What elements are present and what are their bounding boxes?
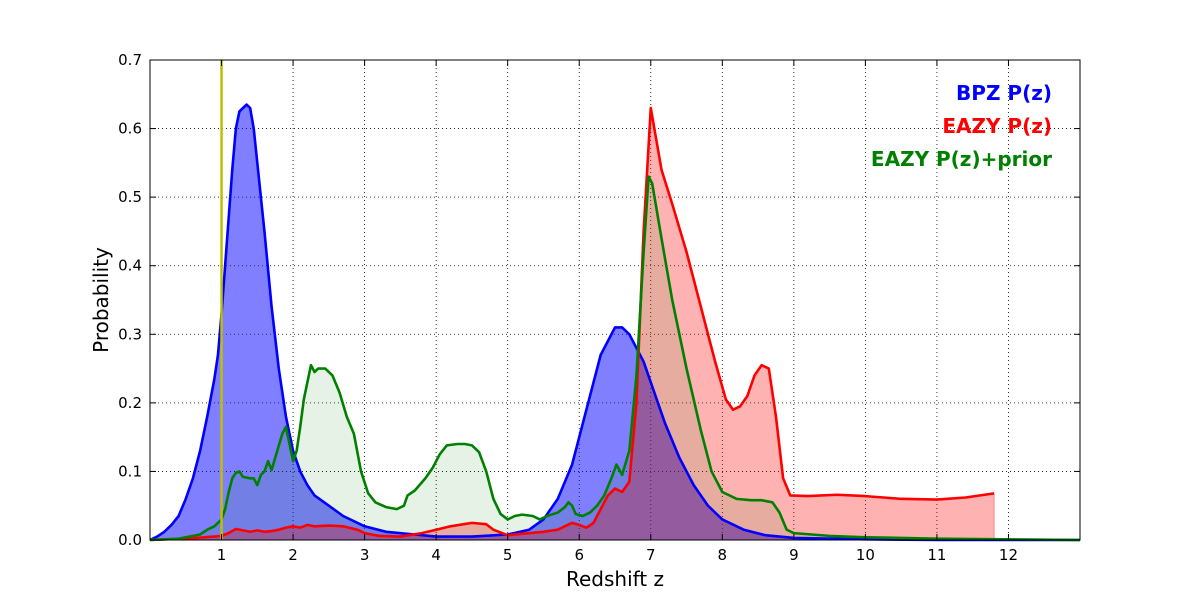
y-tick-label: 0.6 — [118, 120, 142, 138]
y-axis-title: Probability — [89, 247, 113, 353]
plot-frame — [149, 59, 1081, 541]
series-fill-2 — [150, 176, 1080, 540]
legend-entry: EAZY P(z) — [942, 114, 1052, 138]
y-tick-label: 0.5 — [118, 188, 142, 206]
series-fills — [150, 104, 1080, 540]
series-lines — [149, 103, 1081, 542]
legend-entry: BPZ P(z) — [956, 81, 1052, 105]
x-tick-label: 9 — [789, 546, 799, 564]
x-tick-label: 12 — [999, 546, 1018, 564]
series-fill-0 — [150, 104, 1080, 540]
x-tick-label: 6 — [574, 546, 584, 564]
series-line-bpz-p-z — [149, 103, 1080, 542]
x-tick-label: 8 — [718, 546, 728, 564]
x-tick-label: 11 — [927, 546, 946, 564]
x-tick-label: 2 — [288, 546, 298, 564]
x-axis-title: Redshift z — [566, 567, 664, 591]
y-tick-label: 0.0 — [118, 531, 142, 549]
y-tick-label: 0.1 — [118, 462, 142, 480]
x-tick-label: 4 — [431, 546, 441, 564]
axis-ticks: 1 2 3 4 5 6 7 8 9 10 11 120.00.10.20.30.40.50.60.7 — [118, 51, 1080, 564]
x-tick-label: 3 — [360, 546, 370, 564]
x-tick-label: 7 — [646, 546, 656, 564]
x-tick-label: 1 — [217, 546, 227, 564]
y-tick-label: 0.3 — [118, 325, 142, 343]
y-tick-label: 0.2 — [118, 394, 142, 412]
x-tick-label: 10 — [856, 546, 875, 564]
legend: BPZ P(z) EAZY P(z) EAZY P(z)+prior — [871, 81, 1052, 171]
y-tick-label: 0.7 — [118, 51, 142, 69]
legend-entry: EAZY P(z)+prior — [871, 147, 1052, 171]
y-tick-label: 0.4 — [118, 257, 142, 275]
series-line-eazy-p-z — [149, 106, 995, 542]
series-line-eazy-p-z-prior — [149, 175, 1081, 542]
x-tick-label: 5 — [503, 546, 513, 564]
